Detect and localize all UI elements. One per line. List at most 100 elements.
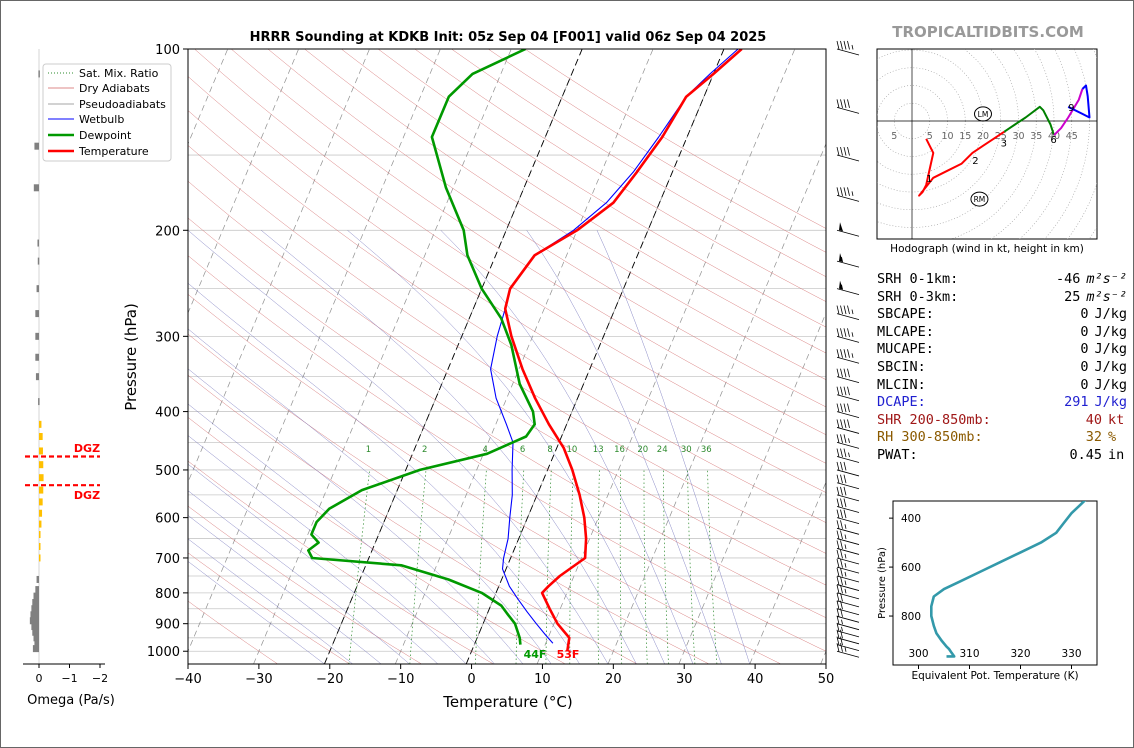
x-tick-label: 10	[534, 672, 551, 687]
barb-full	[840, 643, 843, 652]
omega-bar	[30, 611, 39, 619]
barb-full	[836, 498, 840, 508]
barb-half	[844, 580, 847, 586]
thetae-profile	[930, 501, 1087, 658]
hodograph: 5 5 10 15 20 25 30 35 40 45 1 2 3 6 9 LM RM	[877, 49, 1097, 239]
omega-bar	[39, 461, 44, 469]
x-tick-label: −30	[245, 672, 272, 687]
isotherm	[1, 49, 15, 664]
moist-adiabat	[188, 435, 467, 664]
dry-adiabat	[188, 145, 826, 554]
barb-full	[840, 540, 843, 550]
barb-full	[843, 305, 847, 315]
barb-half	[841, 619, 843, 625]
barb-full	[836, 146, 840, 156]
barb-full	[843, 498, 847, 508]
index-row: SRH 0-1km: -46 m²s⁻²	[877, 271, 1127, 289]
barb-full	[836, 540, 840, 550]
omega-tick-label: 0	[36, 672, 43, 685]
barb-full	[840, 187, 843, 196]
barb-full	[840, 474, 843, 484]
barb-full	[840, 305, 843, 315]
wind-barb	[836, 222, 860, 237]
y-tick-label: 800	[155, 587, 180, 602]
index-unit: in	[1108, 446, 1125, 463]
hodograph-ring-label: 5	[891, 131, 897, 142]
hodograph-ring-label: 15	[959, 131, 971, 142]
dry-adiabat	[267, 49, 826, 408]
barb-full	[840, 146, 843, 156]
barb-full	[843, 40, 847, 50]
hodograph-trace	[1053, 88, 1084, 136]
barb-half	[844, 588, 847, 594]
index-value: 25	[1064, 288, 1081, 305]
wind-barb	[836, 622, 860, 638]
omega-bar	[36, 575, 39, 583]
barb-full	[847, 386, 850, 396]
wind-barb	[836, 253, 860, 268]
barb-staff	[836, 548, 860, 555]
barb-half	[844, 563, 847, 568]
wind-barb	[836, 576, 860, 591]
barb-full	[836, 576, 840, 586]
barb-full	[847, 368, 850, 378]
moist-adiabat	[261, 230, 637, 664]
moist-adiabat	[188, 368, 524, 664]
dry-adiabat	[414, 49, 826, 302]
barb-full	[843, 349, 847, 358]
index-value: -46	[1055, 271, 1081, 287]
barb-half	[851, 191, 854, 196]
barb-staff	[836, 637, 860, 645]
wind-barb	[836, 549, 860, 565]
index-unit: J/kg	[1094, 341, 1127, 358]
hodograph-ring-label: 10	[941, 131, 953, 142]
mixing-ratio-label: 20	[637, 445, 648, 455]
wind-barb	[836, 328, 860, 343]
barb-staff	[836, 411, 860, 418]
legend-box	[42, 63, 172, 162]
index-row: SRH 0-3km: 25 m²s⁻²	[877, 289, 1127, 307]
barb-staff	[836, 229, 860, 237]
omega-bar	[35, 373, 39, 381]
barb-staff	[836, 260, 860, 268]
barb-staff	[836, 644, 860, 652]
barb-full	[836, 448, 840, 458]
hodograph-ring-label: 45	[1066, 131, 1078, 142]
isotherm	[253, 49, 512, 664]
index-row: SBCAPE: 0 J/kg	[877, 306, 1127, 324]
omega-bar	[35, 332, 39, 340]
mixing-ratio-line	[663, 469, 669, 664]
barb-staff	[836, 557, 860, 565]
isotherm	[188, 49, 370, 484]
barb-full	[836, 187, 840, 196]
wind-barb	[836, 600, 860, 616]
dry-adiabat	[377, 49, 826, 328]
omega-bar	[32, 599, 39, 607]
isotherm	[749, 481, 826, 664]
legend-item: Dry Adiabats	[79, 82, 150, 95]
hodograph-ring-label: 30	[1012, 131, 1024, 142]
wetbulb-profile	[490, 49, 739, 644]
thetae-xlabel: Equivalent Pot. Temperature (K)	[911, 670, 1078, 682]
thetae-panel: 300 310 320 330 400 600 800	[889, 501, 1087, 669]
mixing-ratio-label: 13	[593, 445, 604, 455]
dry-adiabat	[188, 333, 710, 664]
barb-full	[840, 509, 843, 519]
barb-half	[851, 332, 854, 337]
hodograph-ring-label: 20	[977, 131, 989, 142]
thetae-y-tick-label: 800	[901, 611, 921, 623]
barb-staff	[836, 469, 860, 477]
barb-full	[843, 99, 847, 108]
mixing-ratio-label: 6	[520, 445, 525, 455]
omega-bar	[39, 520, 42, 528]
moist-adiabat	[440, 230, 694, 664]
moist-adiabat	[596, 230, 751, 664]
dry-adiabat	[188, 460, 494, 664]
barb-full	[847, 305, 850, 315]
barb-full	[836, 549, 840, 559]
barb-full	[836, 592, 840, 602]
wind-barb	[836, 368, 860, 384]
barb-staff	[836, 394, 860, 402]
hodograph-ring-label: 35	[1030, 131, 1042, 142]
wind-barb	[836, 559, 860, 574]
